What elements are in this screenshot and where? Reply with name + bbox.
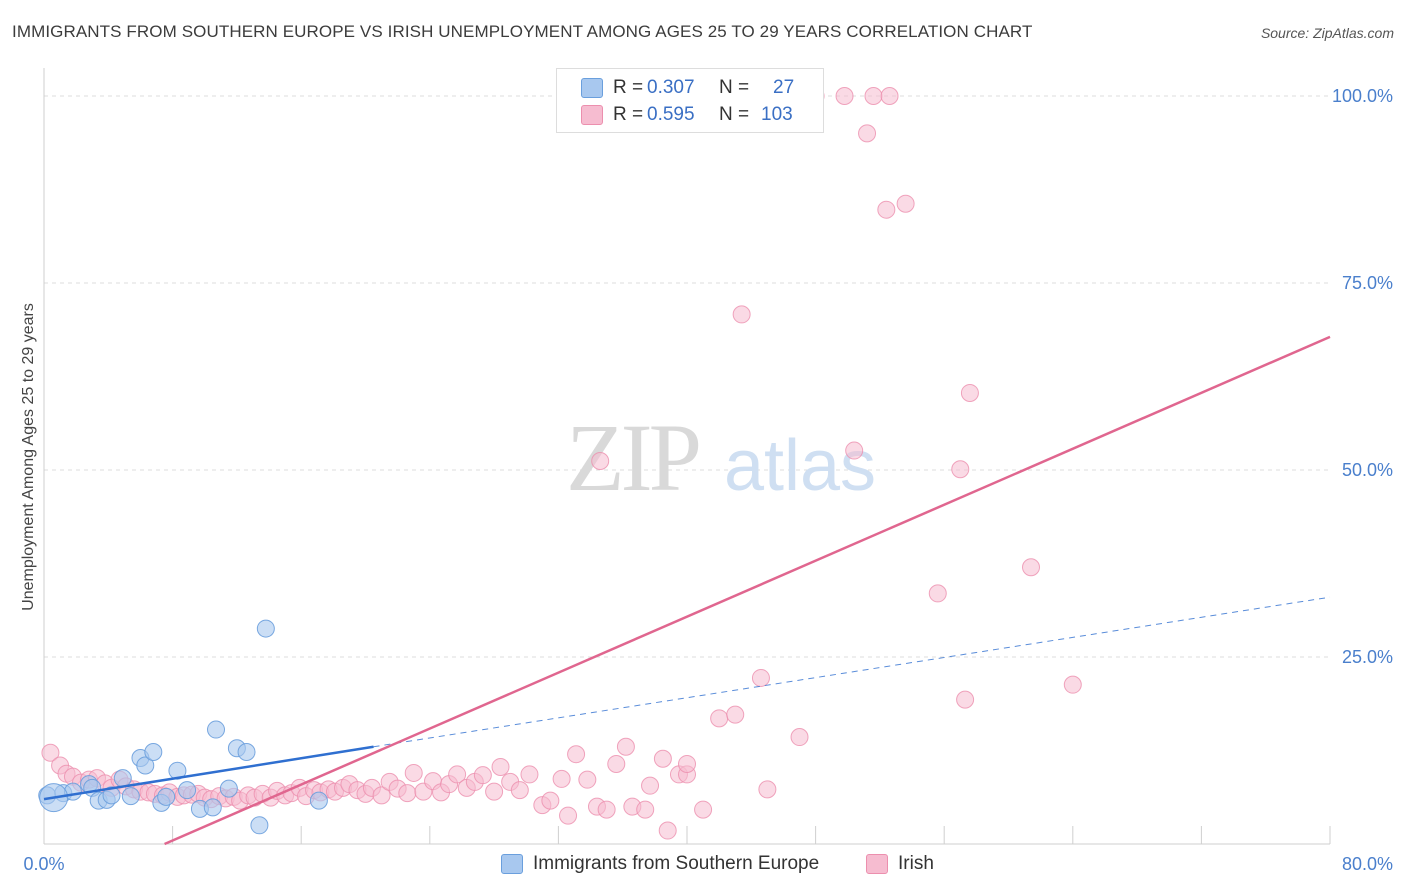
irish-point (491, 757, 510, 776)
tick-labels: 25.0% 50.0% 75.0% 100.0% 0.0% 80.0% (23, 86, 1393, 874)
irish-point (956, 690, 975, 709)
irish-point (448, 765, 467, 784)
southern-europe-point (309, 791, 328, 810)
irish-point (732, 305, 751, 324)
southern-europe-point (203, 798, 222, 817)
chart-title: IMMIGRANTS FROM SOUTHERN EUROPE VS IRISH… (12, 22, 1033, 41)
southern-europe-trend-solid (43, 745, 374, 801)
irish-point (877, 200, 896, 219)
irish-point (398, 784, 417, 803)
y-tick-label: 50.0% (1342, 460, 1393, 480)
bottom-legend-label: Irish (898, 853, 934, 874)
irish-point (790, 728, 809, 747)
irish-point (880, 87, 899, 105)
irish-point (951, 460, 970, 479)
legend-n-label: N = (719, 104, 750, 125)
legend-r-value: 0.307 (647, 77, 695, 98)
irish-point (864, 87, 883, 105)
irish-point (694, 800, 713, 819)
southern-europe-point (219, 779, 238, 798)
southern-europe-point (178, 781, 197, 800)
irish-point (567, 745, 586, 764)
legend-n-label: N = (719, 77, 750, 98)
irish-point (726, 705, 745, 724)
legend-row-southern-europe: R = 0.307 N = 27 (581, 76, 794, 100)
bottom-legend-irish: Irish (866, 852, 934, 876)
irish-point (473, 766, 492, 785)
x-tick-label: 80.0% (1342, 854, 1393, 874)
irish-points (41, 87, 1082, 840)
irish-point (678, 754, 696, 773)
southern-europe-point (168, 761, 187, 780)
southern-europe-point (121, 787, 140, 806)
southern-europe-point (256, 619, 275, 638)
irish-point (404, 763, 423, 782)
legend-r-value: 0.595 (647, 104, 695, 125)
irish-point (559, 806, 578, 825)
southern-europe-point (207, 720, 226, 739)
irish-point (710, 709, 729, 728)
irish-point (485, 782, 504, 801)
irish-point (1063, 675, 1082, 694)
irish-point (751, 668, 770, 687)
bottom-legend-swatch-blue (501, 854, 523, 874)
y-tick-label: 100.0% (1332, 86, 1393, 106)
irish-point (41, 743, 60, 762)
southern-europe-point (250, 816, 269, 835)
irish-trend-line (164, 335, 1331, 846)
trend-lines (43, 335, 1331, 846)
irish-point (552, 769, 571, 788)
irish-point (636, 800, 655, 819)
irish-point (858, 124, 877, 143)
watermark-atlas: atlas (724, 426, 876, 506)
irish-point (591, 452, 610, 471)
irish-point (641, 776, 660, 795)
watermark: ZIP atlas (566, 404, 876, 511)
irish-point (510, 781, 529, 800)
irish-point (372, 786, 391, 805)
legend-row-irish: R = 0.595 N = 103 (581, 103, 793, 127)
irish-point (578, 770, 597, 789)
y-tick-label: 25.0% (1342, 647, 1393, 667)
southern-europe-point (237, 742, 256, 761)
irish-point (616, 737, 635, 756)
irish-point (541, 791, 560, 810)
irish-point (658, 821, 677, 840)
southern-europe-trend-dashed (373, 596, 1331, 748)
southern-europe-point (136, 756, 155, 775)
bottom-legend-swatch-pink (866, 854, 888, 874)
irish-point (520, 765, 539, 784)
legend-swatch-blue (581, 78, 603, 98)
southern-europe-point (113, 769, 132, 788)
watermark-zip: ZIP (566, 404, 699, 511)
legend-n-value: 103 (761, 104, 793, 125)
bottom-legend-southern-europe: Immigrants from Southern Europe (501, 852, 819, 876)
irish-point (653, 749, 672, 768)
irish-point (845, 441, 864, 460)
irish-point (758, 780, 777, 799)
southern-europe-point (157, 787, 176, 806)
irish-point (1022, 558, 1041, 577)
y-tick-label: 75.0% (1342, 273, 1393, 293)
y-axis-label: Unemployment Among Ages 25 to 29 years (20, 303, 37, 611)
southern-europe-point (144, 742, 163, 761)
legend-swatch-pink (581, 105, 603, 125)
legend-r-label: R = (613, 77, 644, 98)
irish-point (960, 383, 979, 402)
correlation-legend: R = 0.307 N = 27 R = 0.595 N = 103 (556, 68, 824, 133)
irish-point (928, 584, 947, 603)
irish-point (896, 194, 915, 213)
southern-europe-point (102, 786, 121, 805)
bottom-legend-label: Immigrants from Southern Europe (533, 853, 820, 874)
axes (43, 68, 1330, 845)
x-tick-label: 0.0% (23, 854, 64, 874)
irish-point (607, 754, 626, 773)
irish-point (597, 800, 616, 819)
legend-r-label: R = (613, 104, 644, 125)
source-credit: Source: ZipAtlas.com (1260, 25, 1394, 41)
legend-n-value: 27 (773, 77, 795, 98)
irish-point (835, 87, 854, 105)
